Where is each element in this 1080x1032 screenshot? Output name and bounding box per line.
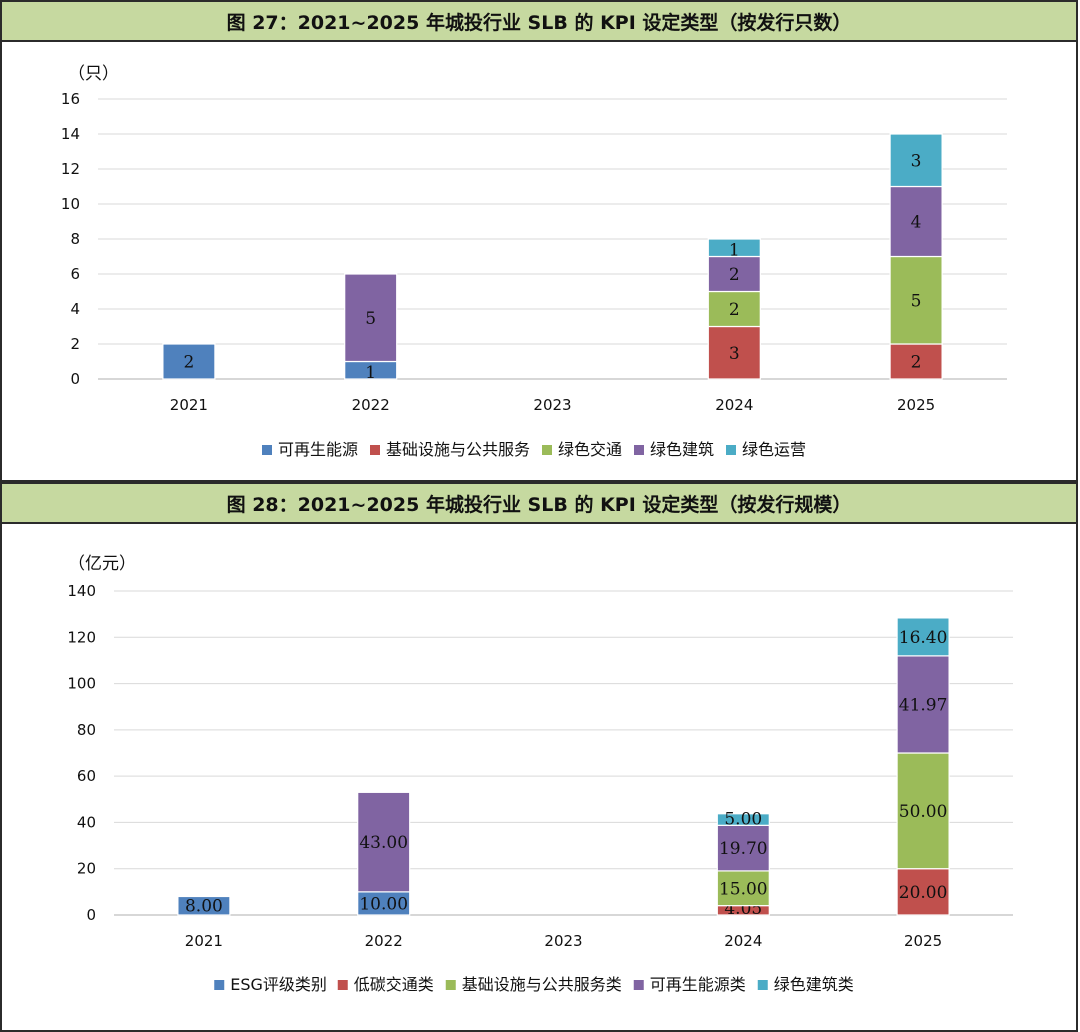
legend-entry: 绿色交通 [558, 440, 622, 459]
bar-segment [344, 273, 398, 363]
legend-swatch [633, 980, 644, 990]
bar-segment [707, 255, 761, 293]
bar-segment [889, 343, 943, 380]
y-tick-label: 4 [70, 300, 80, 318]
legend-entry: 可再生能源类 [650, 975, 746, 994]
bar-segment [716, 824, 770, 872]
legend: 可再生能源 基础设施与公共服务 绿色交通 绿色建筑 绿色运营 [262, 440, 806, 459]
legend-entry: 可再生能源 [278, 440, 358, 459]
y-tick-label: 60 [77, 767, 96, 785]
bar-segment [889, 185, 943, 258]
y-axis-unit-label: （亿元） [68, 554, 136, 574]
bar-data-label: 3 [911, 151, 922, 171]
bar-chart-scale: （亿元） 0 20 40 60 80 100 120 140 2021 8.00 2022 10.00 4… [67, 554, 1013, 994]
bar-data-label: 2 [911, 353, 922, 373]
x-tick-label: 2023 [544, 932, 582, 950]
legend-swatch [214, 980, 225, 990]
bar-data-label: 19.70 [719, 839, 768, 859]
x-tick-label: 2025 [904, 932, 942, 950]
legend-swatch [370, 445, 380, 455]
x-tick-label: 2025 [897, 396, 935, 414]
bar-data-label: 2 [729, 265, 740, 285]
legend-swatch [757, 980, 768, 990]
y-tick-label: 10 [61, 195, 80, 213]
bar-data-label: 5.00 [724, 809, 762, 829]
legend-entry: ESG评级类别 [230, 975, 327, 994]
x-tick-label: 2021 [170, 396, 208, 414]
bar-segment [896, 617, 950, 657]
y-tick-label: 20 [77, 860, 96, 878]
bar-data-label: 20.00 [899, 883, 948, 903]
y-tick-label: 6 [70, 265, 80, 283]
legend-entry: 绿色建筑类 [774, 975, 854, 994]
x-tick-label: 2023 [533, 396, 571, 414]
bar-segment [707, 325, 761, 380]
y-tick-label: 120 [67, 628, 96, 646]
legend-swatch [337, 980, 348, 990]
bar-segment [162, 343, 216, 380]
y-tick-label: 80 [77, 721, 96, 739]
legend-entry: 基础设施与公共服务类 [462, 975, 622, 994]
legend-swatch [445, 980, 456, 990]
legend-swatch [726, 445, 736, 455]
bar-segment [896, 752, 950, 870]
bar-data-label: 4 [911, 213, 922, 233]
bar-data-label: 15.00 [719, 879, 768, 899]
y-tick-label: 140 [67, 582, 96, 600]
legend-swatch [634, 445, 644, 455]
x-tick-label: 2022 [352, 396, 390, 414]
chart-title-scale: 图 28：2021~2025 年城投行业 SLB 的 KPI 设定类型（按发行规… [2, 484, 1076, 524]
legend-swatch [262, 445, 272, 455]
bar-data-label: 1 [729, 241, 740, 261]
x-tick-label: 2024 [724, 932, 762, 950]
y-tick-label: 100 [67, 675, 96, 693]
bar-data-label: 16.40 [899, 628, 948, 648]
bar-segment [896, 655, 950, 754]
bar-data-label: 41.97 [899, 695, 948, 715]
bar-segment [707, 290, 761, 328]
y-tick-label: 12 [61, 160, 80, 178]
bar-data-label: 43.00 [359, 833, 408, 853]
bar-data-label: 3 [729, 344, 740, 364]
legend: ESG评级类别 低碳交通类 基础设施与公共服务类 可再生能源类 绿色建筑类 [214, 975, 854, 994]
bar-data-label: 50.00 [899, 802, 948, 822]
bar-data-label: 10.00 [359, 894, 408, 914]
legend-entry: 绿色运营 [742, 440, 806, 459]
legend-entry: 绿色建筑 [650, 440, 714, 459]
bar-segment [707, 238, 761, 258]
chart-title-count: 图 27：2021~2025 年城投行业 SLB 的 KPI 设定类型（按发行只… [2, 2, 1076, 42]
x-tick-label: 2021 [185, 932, 223, 950]
bar-data-label: 2 [183, 353, 194, 373]
bar-data-label: 8.00 [185, 897, 223, 917]
y-tick-label: 0 [70, 370, 80, 388]
y-axis-unit-label: （只） [68, 64, 119, 84]
bar-segment [357, 791, 411, 893]
bar-segment [889, 133, 943, 188]
bar-segment [177, 895, 231, 916]
y-tick-label: 8 [70, 230, 80, 248]
x-tick-label: 2022 [365, 932, 403, 950]
legend-swatch [542, 445, 552, 455]
y-tick-label: 14 [61, 125, 80, 143]
y-tick-label: 0 [86, 906, 96, 924]
bar-data-label: 5 [365, 309, 376, 329]
bar-data-label: 5 [911, 291, 922, 311]
bar-segment [716, 813, 770, 826]
bar-segment [889, 255, 943, 345]
y-tick-label: 40 [77, 813, 96, 831]
bar-data-label: 2 [729, 300, 740, 320]
y-tick-label: 16 [61, 90, 80, 108]
legend-entry: 基础设施与公共服务 [386, 440, 530, 459]
x-tick-label: 2024 [715, 396, 753, 414]
legend-entry: 低碳交通类 [354, 975, 434, 994]
y-tick-label: 2 [70, 335, 80, 353]
bar-data-label: 1 [365, 363, 376, 383]
